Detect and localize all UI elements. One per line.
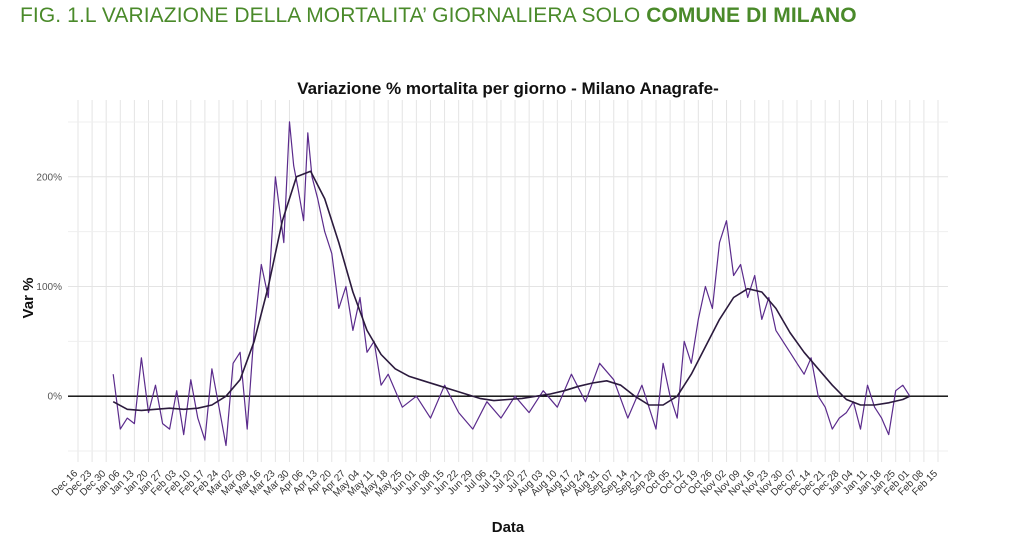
daily-variation-line: [112, 121, 911, 447]
y-tick-label: 0%: [48, 392, 63, 403]
figure-heading: FIG. 1.L VARIAZIONE DELLA MORTALITA’ GIO…: [20, 4, 857, 28]
y-axis-label: Var %: [20, 278, 37, 319]
smoothed-trend-line: [112, 170, 911, 412]
figure-heading-bold: COMUNE DI MILANO: [646, 4, 857, 27]
y-tick-labels: 0% 100% 200%: [36, 172, 62, 402]
figure-heading-prefix: FIG. 1.L VARIAZIONE DELLA MORTALITA’ GIO…: [20, 4, 647, 27]
chart-series: [112, 121, 911, 447]
mortality-chart: Variazione % mortalita per giorno - Mila…: [20, 79, 948, 536]
y-tick-label: 200%: [36, 172, 62, 183]
x-axis-label: Data: [492, 519, 525, 536]
chart-grid: [68, 100, 948, 462]
y-tick-label: 100%: [36, 282, 62, 293]
chart-title: Variazione % mortalita per giorno - Mila…: [297, 79, 719, 98]
